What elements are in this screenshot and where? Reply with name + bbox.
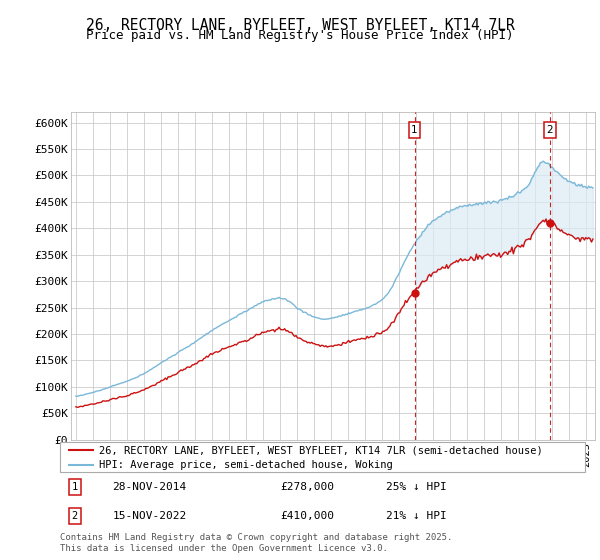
Text: £278,000: £278,000: [281, 482, 335, 492]
Text: 15-NOV-2022: 15-NOV-2022: [113, 511, 187, 521]
Text: Price paid vs. HM Land Registry's House Price Index (HPI): Price paid vs. HM Land Registry's House …: [86, 29, 514, 42]
Text: 1: 1: [411, 125, 418, 135]
Text: 1: 1: [71, 482, 78, 492]
Text: Contains HM Land Registry data © Crown copyright and database right 2025.
This d: Contains HM Land Registry data © Crown c…: [60, 533, 452, 553]
FancyBboxPatch shape: [60, 442, 585, 472]
Text: 21% ↓ HPI: 21% ↓ HPI: [386, 511, 446, 521]
Text: 26, RECTORY LANE, BYFLEET, WEST BYFLEET, KT14 7LR: 26, RECTORY LANE, BYFLEET, WEST BYFLEET,…: [86, 18, 514, 33]
Text: 25% ↓ HPI: 25% ↓ HPI: [386, 482, 446, 492]
Text: 2: 2: [547, 125, 553, 135]
Text: HPI: Average price, semi-detached house, Woking: HPI: Average price, semi-detached house,…: [100, 460, 393, 470]
Text: £410,000: £410,000: [281, 511, 335, 521]
Text: 26, RECTORY LANE, BYFLEET, WEST BYFLEET, KT14 7LR (semi-detached house): 26, RECTORY LANE, BYFLEET, WEST BYFLEET,…: [100, 445, 543, 455]
Text: 28-NOV-2014: 28-NOV-2014: [113, 482, 187, 492]
Text: 2: 2: [71, 511, 78, 521]
